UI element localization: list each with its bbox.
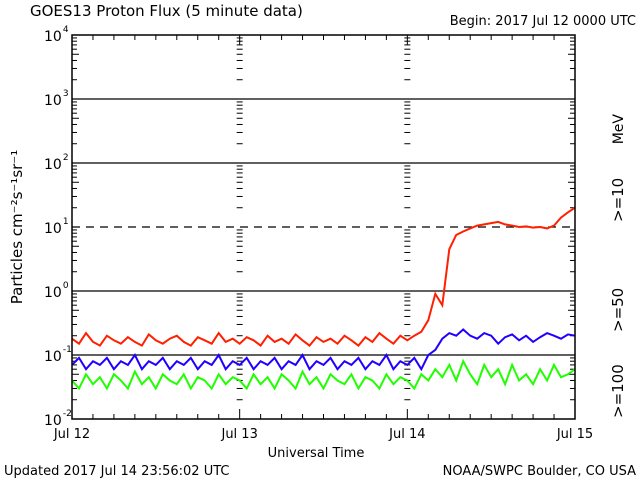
x-tick-label: Jul 15 [556,427,593,442]
y-tick-exponent: -2 [63,409,72,419]
legend-ge10: >=10 [609,178,627,222]
y-tick-label: 101 [44,217,69,237]
y-tick-label: 100 [44,281,69,301]
y-tick-label: 103 [44,89,69,109]
legend-ge100: >=100 [609,364,627,418]
updated-label: Updated 2017 Jul 14 23:56:02 UTC [4,464,229,479]
y-axis-label: Particles cm⁻²s⁻¹sr⁻¹ [8,150,26,304]
series-line-ge100 [71,358,576,391]
y-tick-base: 10 [44,413,62,429]
y-tick-exponent: 1 [63,217,69,227]
y-tick-base: 10 [44,93,62,109]
y-tick-label: 104 [44,25,69,45]
y-tick-exponent: 2 [63,153,69,163]
x-tick-label: Jul 14 [388,427,425,442]
x-tick-label: Jul 13 [220,427,257,442]
legend-ge50: >=50 [609,288,627,332]
chart-title: GOES13 Proton Flux (5 minute data) [30,2,303,20]
y-tick-exponent: 0 [63,281,69,291]
y-tick-base: 10 [44,349,62,365]
plot-frame [71,34,576,420]
y-tick-exponent: 3 [63,89,69,99]
y-tick-base: 10 [44,29,62,45]
begin-label: Begin: 2017 Jul 12 0000 UTC [450,14,636,29]
credit-label: NOAA/SWPC Boulder, CO USA [443,464,636,479]
x-axis-label: Universal Time [268,446,365,461]
y-tick-base: 10 [44,157,62,173]
y-tick-label: 102 [44,153,69,173]
x-tick-label: Jul 12 [53,427,90,442]
y-tick-base: 10 [44,285,62,301]
y-tick-base: 10 [44,221,62,237]
series-line-ge50 [71,328,576,372]
unit-label: MeV [611,114,627,145]
y-tick-label: 10-1 [44,345,72,365]
y-tick-exponent: -1 [63,345,72,355]
y-tick-exponent: 4 [63,25,69,35]
y-tick-label: 10-2 [44,409,72,429]
series-line-ge10 [71,206,576,348]
